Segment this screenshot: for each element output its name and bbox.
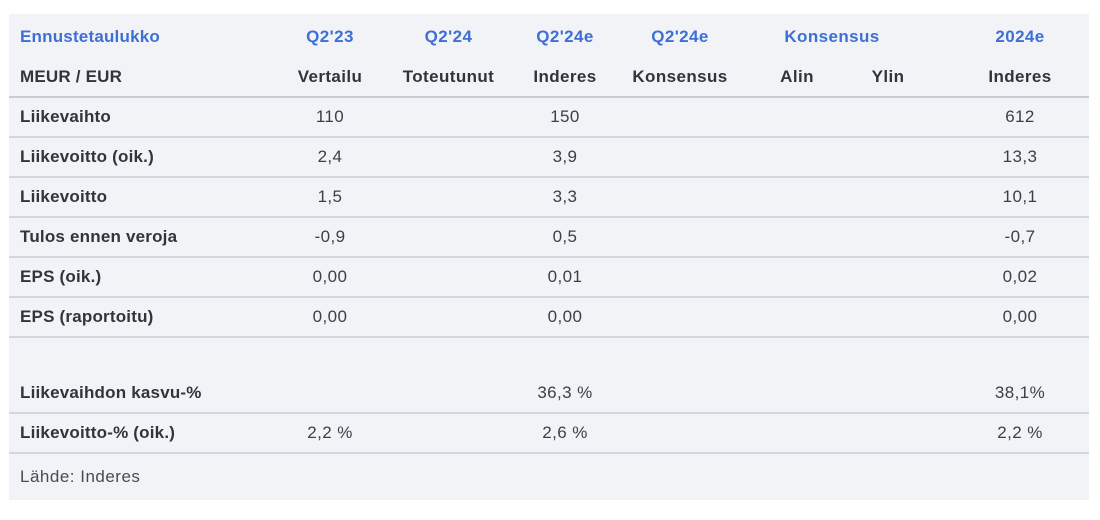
row-label: EPS (raportoitu) <box>20 307 154 326</box>
table-body: Liikevaihto 110 150 612 Liikevoitto (oik.) 2,… <box>9 98 1089 454</box>
table-row: EPS (raportoitu) 0,00 0,00 0,00 <box>9 298 1089 338</box>
col-header-q2-24e-inderes: Q2'24e <box>536 27 594 46</box>
cell-inderes-2024e: 13,3 <box>1002 147 1038 166</box>
source-text: Lähde: Inderes <box>20 467 141 486</box>
row-label: Liikevoitto (oik.) <box>20 147 154 166</box>
table-row: Liikevaihto 110 150 612 <box>9 98 1089 138</box>
col-header-konsensus-group: Konsensus <box>784 27 880 46</box>
cell-inderes-q224e: 36,3 % <box>537 383 593 402</box>
row-label: Liikevoitto <box>20 187 108 206</box>
table-title: Ennustetaulukko <box>20 27 160 46</box>
table-header: Ennustetaulukko Q2'23 Q2'24 Q2'24e Q2'24… <box>9 14 1089 98</box>
cell-inderes-2024e: 2,2 % <box>997 423 1043 442</box>
subheader-toteutunut: Toteutunut <box>402 67 495 86</box>
table-row: EPS (oik.) 0,00 0,01 0,02 <box>9 258 1089 298</box>
col-header-q2-24e-konsensus: Q2'24e <box>651 27 709 46</box>
header-period-row: Ennustetaulukko Q2'23 Q2'24 Q2'24e Q2'24… <box>9 14 1089 58</box>
subheader-inderes-2024e: Inderes <box>988 67 1052 86</box>
subheader-konsensus: Konsensus <box>632 67 728 86</box>
subheader-vertailu: Vertailu <box>297 67 363 86</box>
col-header-q2-23: Q2'23 <box>306 27 354 46</box>
cell-vertailu: 0,00 <box>312 267 348 286</box>
cell-inderes-q224e: 2,6 % <box>542 423 588 442</box>
cell-vertailu: 0,00 <box>312 307 348 326</box>
table-row: Tulos ennen veroja -0,9 0,5 -0,7 <box>9 218 1089 258</box>
table-row: Liikevaihdon kasvu-% 36,3 % 38,1% <box>9 374 1089 414</box>
col-header-q2-24: Q2'24 <box>424 27 473 46</box>
col-header-2024e: 2024e <box>995 27 1045 46</box>
row-label: EPS (oik.) <box>20 267 102 286</box>
cell-inderes-2024e: 0,02 <box>1002 267 1038 286</box>
header-sub-row: MEUR / EUR Vertailu Toteutunut Inderes K… <box>9 58 1089 96</box>
spacer-row <box>9 338 1089 374</box>
row-label: Liikevaihto <box>20 107 112 126</box>
source-row: Lähde: Inderes <box>9 454 1089 500</box>
units-label: MEUR / EUR <box>20 67 123 86</box>
cell-vertailu: 110 <box>315 107 345 126</box>
row-label: Tulos ennen veroja <box>20 227 178 246</box>
subheader-ylin: Ylin <box>871 67 905 86</box>
cell-inderes-q224e: 150 <box>550 107 580 126</box>
table-row: Liikevoitto (oik.) 2,4 3,9 13,3 <box>9 138 1089 178</box>
cell-inderes-q224e: 0,00 <box>547 307 583 326</box>
cell-inderes-q224e: 3,3 <box>552 187 578 206</box>
table-row: Liikevoitto 1,5 3,3 10,1 <box>9 178 1089 218</box>
cell-vertailu: 2,2 % <box>307 423 353 442</box>
subheader-inderes-q224e: Inderes <box>533 67 597 86</box>
cell-inderes-2024e: 38,1% <box>994 383 1046 402</box>
subheader-alin: Alin <box>780 67 814 86</box>
cell-inderes-q224e: 0,5 <box>552 227 578 246</box>
cell-inderes-q224e: 0,01 <box>547 267 583 286</box>
cell-vertailu: 1,5 <box>317 187 343 206</box>
cell-inderes-2024e: 0,00 <box>1002 307 1038 326</box>
cell-inderes-2024e: 10,1 <box>1002 187 1038 206</box>
cell-inderes-q224e: 3,9 <box>552 147 578 166</box>
forecast-table: Ennustetaulukko Q2'23 Q2'24 Q2'24e Q2'24… <box>9 14 1089 500</box>
cell-inderes-2024e: -0,7 <box>1004 227 1036 246</box>
row-label: Liikevaihdon kasvu-% <box>20 383 202 402</box>
row-label: Liikevoitto-% (oik.) <box>20 423 176 442</box>
cell-vertailu: -0,9 <box>314 227 346 246</box>
cell-vertailu: 2,4 <box>317 147 343 166</box>
cell-inderes-2024e: 612 <box>1005 107 1035 126</box>
table-row: Liikevoitto-% (oik.) 2,2 % 2,6 % 2,2 % <box>9 414 1089 454</box>
